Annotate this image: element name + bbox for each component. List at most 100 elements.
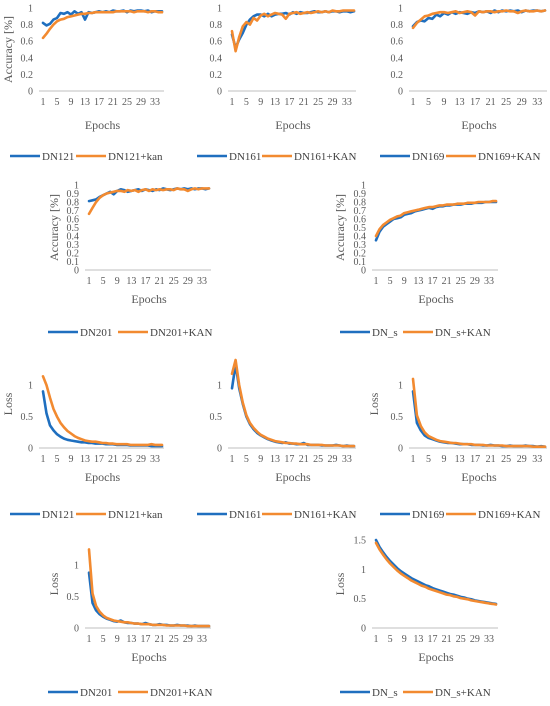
- data-point: [302, 12, 305, 14]
- data-point: [190, 625, 193, 627]
- y-tick-label: 0: [398, 444, 403, 455]
- data-point: [157, 444, 160, 446]
- data-point: [179, 188, 182, 191]
- data-point: [73, 14, 76, 17]
- y-tick-label: 0.2: [391, 70, 404, 81]
- data-point: [98, 441, 100, 444]
- x-tick-label: 25: [456, 276, 466, 287]
- data-point: [416, 422, 418, 424]
- data-point: [144, 623, 147, 626]
- series-line-kan: [230, 358, 356, 448]
- data-point: [295, 11, 298, 14]
- data-point: [49, 424, 51, 427]
- data-point: [157, 11, 160, 14]
- x-tick-label: 33: [150, 454, 160, 465]
- x-tick-label: 13: [126, 276, 136, 287]
- data-point: [281, 441, 284, 444]
- data-point: [413, 209, 416, 212]
- data-point: [98, 196, 101, 199]
- y-tick-label: 0.4: [210, 53, 223, 64]
- data-point: [112, 190, 115, 193]
- data-point: [470, 599, 473, 602]
- data-point: [56, 17, 58, 19]
- data-point: [143, 10, 146, 13]
- data-point: [431, 17, 434, 20]
- data-point: [105, 11, 107, 14]
- data-point: [435, 205, 437, 208]
- x-axis-title: Epochs: [418, 292, 454, 306]
- data-point: [256, 19, 258, 22]
- data-point: [501, 10, 504, 13]
- data-point: [231, 372, 233, 375]
- data-point: [419, 18, 422, 21]
- data-point: [137, 190, 140, 193]
- data-point: [155, 624, 158, 626]
- y-tick-label: 0.7: [67, 206, 80, 217]
- y-tick-label: 0.4: [354, 232, 367, 243]
- data-point: [439, 11, 442, 14]
- data-point: [458, 12, 461, 14]
- data-point: [349, 9, 352, 12]
- data-point: [129, 444, 132, 446]
- data-point: [417, 208, 420, 211]
- data-point: [505, 445, 508, 447]
- data-point: [259, 433, 262, 436]
- data-point: [454, 442, 457, 444]
- data-point: [528, 10, 531, 13]
- data-point: [450, 442, 453, 444]
- series-line-kan: [411, 377, 547, 449]
- data-point: [130, 190, 133, 192]
- data-point: [102, 614, 104, 617]
- data-point: [256, 13, 258, 16]
- data-point: [116, 620, 119, 622]
- data-point: [52, 408, 55, 410]
- y-tick-label: 1: [361, 565, 366, 576]
- data-point: [123, 190, 126, 193]
- data-point: [133, 444, 135, 446]
- data-point: [419, 429, 422, 432]
- x-tick-label: 25: [122, 454, 132, 465]
- data-point: [70, 432, 72, 435]
- data-point: [396, 569, 399, 572]
- data-point: [375, 239, 377, 242]
- data-point: [45, 32, 48, 35]
- y-tick-label: 0.5: [391, 412, 404, 423]
- legend-label: DN201: [80, 327, 112, 339]
- x-tick-label: 1: [41, 97, 46, 108]
- data-point: [382, 553, 384, 556]
- data-point: [378, 548, 381, 551]
- data-point: [284, 442, 287, 444]
- data-point: [439, 440, 442, 442]
- data-point: [447, 12, 449, 14]
- x-tick-label: 29: [327, 454, 337, 465]
- data-point: [463, 202, 466, 205]
- data-point: [427, 14, 430, 17]
- y-tick-label: 1: [74, 561, 79, 572]
- data-point: [435, 12, 438, 14]
- data-point: [481, 201, 483, 203]
- data-point: [66, 16, 69, 18]
- data-point: [520, 445, 523, 447]
- y-tick-label: 1: [217, 4, 222, 15]
- y-tick-label: 1.5: [354, 536, 367, 547]
- x-tick-label: 33: [197, 276, 207, 287]
- data-point: [544, 445, 546, 448]
- data-point: [445, 593, 448, 596]
- legend-label: DN_s+KAN: [435, 327, 491, 339]
- y-tick-label: 0.5: [67, 223, 80, 234]
- data-point: [91, 440, 93, 443]
- x-tick-label: 5: [426, 97, 431, 108]
- chart-acc-dn201: 00.10.20.30.40.50.60.70.80.911 5 9 13 17 21 25…: [47, 181, 212, 340]
- y-tick-label: 0.5: [354, 594, 367, 605]
- data-point: [435, 590, 437, 592]
- legend-label: DN121: [42, 509, 74, 521]
- x-tick-label: 25: [501, 97, 511, 108]
- data-point: [158, 624, 161, 626]
- data-point: [108, 11, 111, 14]
- data-point: [80, 438, 83, 441]
- data-point: [116, 190, 119, 192]
- y-tick-label: 0: [74, 266, 79, 277]
- x-tick-label: 29: [517, 454, 527, 465]
- x-tick-label: 17: [140, 276, 150, 287]
- x-tick-label: 9: [258, 454, 263, 465]
